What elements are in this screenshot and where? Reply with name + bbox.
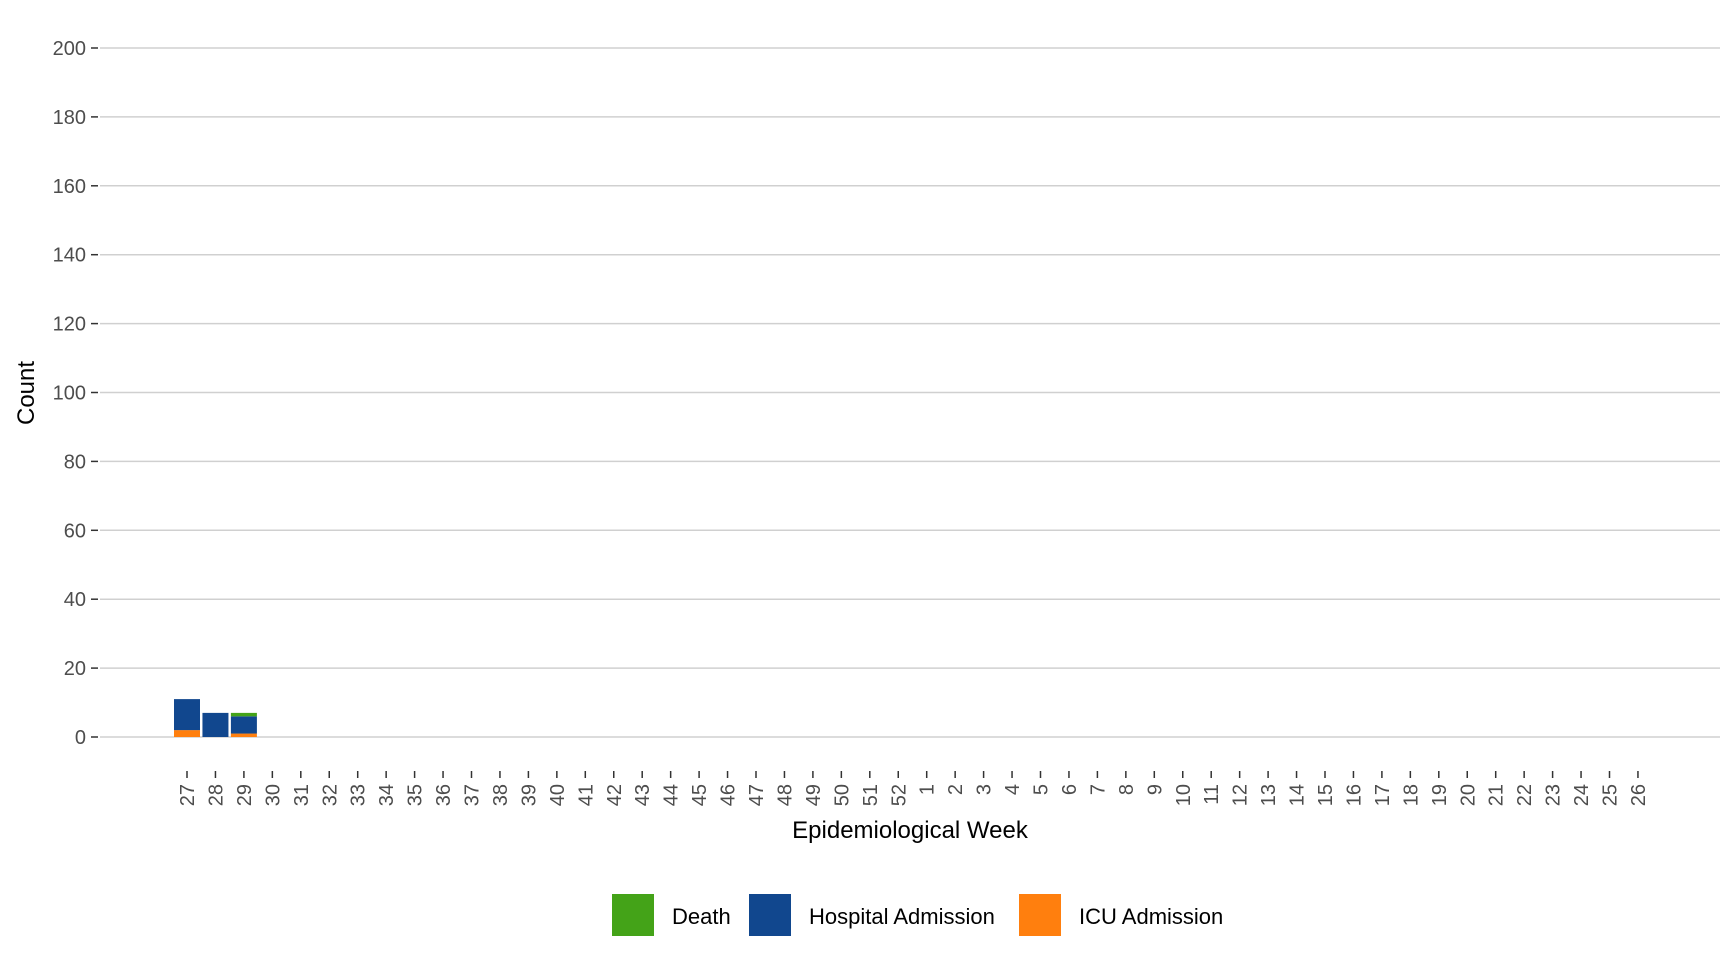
x-tick-label-51: 51 — [860, 784, 882, 806]
y-tick-label-160: 160 — [53, 176, 86, 198]
y-tick-label-80: 80 — [64, 451, 86, 473]
x-tick-label-5: 5 — [1031, 784, 1053, 795]
x-tick-label-1: 1 — [917, 784, 939, 795]
x-tick-label-29: 29 — [234, 784, 256, 806]
x-tick-label-45: 45 — [689, 784, 711, 806]
legend-key-icu-admission — [1019, 894, 1061, 936]
x-tick-label-4: 4 — [1002, 784, 1024, 795]
x-tick-label-50: 50 — [831, 784, 853, 806]
x-tick-label-43: 43 — [632, 784, 654, 806]
x-tick-label-39: 39 — [518, 784, 540, 806]
y-tick-label-0: 0 — [75, 727, 86, 749]
x-tick-label-49: 49 — [803, 784, 825, 806]
bars — [174, 699, 257, 737]
x-tick-label-23: 23 — [1543, 784, 1565, 806]
x-tick-label-30: 30 — [262, 784, 284, 806]
legend-key-hospital-admission — [749, 894, 791, 936]
x-tick-label-47: 47 — [746, 784, 768, 806]
gridlines — [100, 47, 1720, 738]
x-tick-label-3: 3 — [974, 784, 996, 795]
x-tick-label-35: 35 — [405, 784, 427, 806]
y-tick-label-120: 120 — [53, 314, 86, 336]
x-tick-label-48: 48 — [774, 784, 796, 806]
x-tick-label-33: 33 — [348, 784, 370, 806]
x-tick-label-17: 17 — [1372, 784, 1394, 806]
x-tick-label-11: 11 — [1201, 784, 1223, 805]
y-axis-title: Count — [13, 361, 40, 425]
y-axis: 0 20 40 60 80 100 120 140 160 180 200 — [53, 38, 98, 749]
x-tick-label-21: 21 — [1486, 784, 1508, 806]
x-tick-label-52: 52 — [888, 784, 910, 806]
x-tick-label-25: 25 — [1600, 784, 1622, 806]
x-tick-label-15: 15 — [1315, 784, 1337, 806]
x-tick-label-41: 41 — [575, 784, 597, 806]
bar-icu-admission-week-29 — [230, 733, 257, 737]
y-tick-label-180: 180 — [53, 107, 86, 129]
bar-hospital-admission-week-27 — [174, 699, 200, 731]
x-tick-label-16: 16 — [1343, 784, 1365, 806]
legend-key-death — [612, 894, 654, 936]
x-tick-label-18: 18 — [1400, 784, 1422, 806]
bar-death-week-29 — [230, 712, 257, 717]
bar-hospital-admission-week-28 — [202, 712, 229, 737]
x-tick-label-40: 40 — [547, 784, 569, 806]
x-tick-label-28: 28 — [205, 784, 227, 806]
x-tick-label-26: 26 — [1628, 784, 1650, 806]
x-tick-label-42: 42 — [604, 784, 626, 806]
x-tick-label-44: 44 — [661, 784, 683, 806]
x-tick-label-38: 38 — [490, 784, 512, 806]
x-tick-label-37: 37 — [462, 784, 484, 806]
x-tick-label-12: 12 — [1230, 784, 1252, 806]
x-tick-label-24: 24 — [1571, 784, 1593, 806]
x-tick-label-6: 6 — [1059, 784, 1081, 795]
y-tick-label-20: 20 — [64, 658, 86, 680]
x-axis-title: Epidemiological Week — [792, 817, 1029, 844]
x-tick-label-14: 14 — [1287, 784, 1309, 806]
x-tick-label-46: 46 — [718, 784, 740, 806]
x-tick-label-10: 10 — [1173, 784, 1195, 806]
x-tick-label-2: 2 — [945, 784, 967, 795]
legend-label-death: Death — [672, 904, 731, 929]
legend-label-hospital-admission: Hospital Admission — [809, 904, 995, 929]
x-tick-label-20: 20 — [1457, 784, 1479, 806]
x-tick-label-9: 9 — [1144, 784, 1166, 795]
x-axis: 27 28 29 30 31 32 33 34 35 36 37 38 39 40 41 42 43 44 45 46… — [177, 771, 1650, 806]
x-tick-label-8: 8 — [1116, 784, 1138, 795]
y-tick-label-100: 100 — [53, 383, 86, 405]
legend-label-icu-admission: ICU Admission — [1079, 904, 1223, 929]
x-tick-label-31: 31 — [291, 784, 313, 806]
x-tick-label-19: 19 — [1429, 784, 1451, 806]
y-tick-label-60: 60 — [64, 520, 86, 542]
x-tick-label-7: 7 — [1087, 784, 1109, 795]
y-tick-label-140: 140 — [53, 245, 86, 267]
legend: Death Hospital Admission ICU Admission — [612, 894, 1223, 936]
x-tick-label-32: 32 — [319, 784, 341, 806]
x-tick-label-36: 36 — [433, 784, 455, 806]
bar-hospital-admission-week-29 — [230, 716, 257, 734]
x-tick-label-34: 34 — [376, 784, 398, 806]
x-tick-label-22: 22 — [1514, 784, 1536, 806]
y-tick-label-40: 40 — [64, 589, 86, 611]
x-tick-label-27: 27 — [177, 784, 199, 806]
y-tick-label-200: 200 — [53, 38, 86, 60]
x-tick-label-13: 13 — [1258, 784, 1280, 806]
bar-icu-admission-week-27 — [174, 730, 200, 737]
